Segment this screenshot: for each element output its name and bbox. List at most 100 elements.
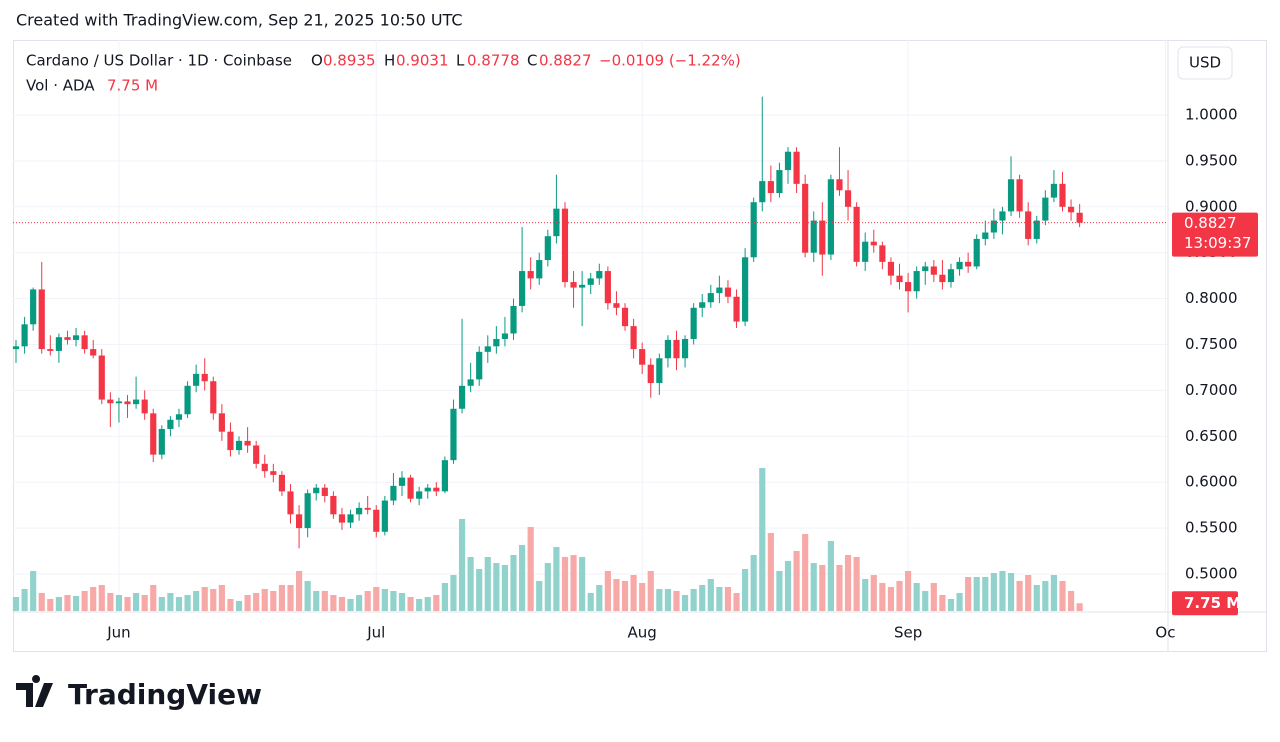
volume-bar (681, 595, 689, 611)
low-value: 0.8778 (467, 52, 520, 70)
candle-body (381, 500, 388, 532)
volume-bar (441, 583, 448, 611)
volume-bar (12, 597, 20, 611)
open-value: 0.8935 (323, 52, 376, 70)
x-tick-label: Oc (1155, 624, 1175, 642)
volume-bar (81, 591, 88, 611)
volume-bar (1042, 581, 1049, 611)
volume-bar (381, 589, 388, 611)
candle-body (244, 440, 251, 446)
volume-bar (827, 541, 834, 611)
volume-bar (338, 597, 346, 611)
currency-button[interactable] (1177, 46, 1233, 80)
volume-bar (330, 595, 337, 611)
candle-body (424, 487, 431, 492)
candle-body (124, 401, 131, 405)
candle-body (913, 271, 920, 292)
y-tick-label: 0.5000 (1185, 564, 1238, 582)
volume-bar (579, 557, 586, 611)
candle-body (1007, 179, 1015, 212)
volume-bar (313, 591, 320, 611)
candle-body (784, 151, 792, 171)
candle-body (990, 220, 997, 233)
volume-bar (853, 557, 860, 611)
candle-body (235, 440, 243, 451)
volume-bar (450, 575, 457, 611)
volume-bar (887, 587, 895, 611)
candle-body (184, 385, 191, 415)
volume-bar (115, 595, 123, 611)
currency[interactable]: USD (1189, 54, 1221, 72)
ohlc-letter: C (527, 52, 537, 70)
volume-bar (947, 599, 955, 611)
candle-body (853, 206, 860, 262)
volume-bar (107, 593, 114, 611)
candle-body (90, 349, 97, 356)
volume-bar (536, 581, 543, 611)
volume-bar (673, 591, 680, 611)
candle-body (630, 326, 637, 350)
candle-body (330, 495, 337, 515)
volume-bar (1033, 585, 1040, 611)
volume-bar (493, 563, 500, 611)
volume-title: Vol · ADA (26, 77, 95, 95)
volume-bar (235, 601, 243, 611)
x-tick-label: Jun (106, 624, 130, 642)
volume-bar (776, 571, 783, 611)
volume-bar (510, 555, 517, 611)
volume-bar (836, 565, 843, 611)
candle-body (1025, 211, 1032, 239)
logo: TradingView (16, 675, 262, 711)
candle-body (827, 179, 834, 255)
logo-mark (16, 675, 53, 707)
candle-body (699, 302, 706, 308)
legend: Cardano / US Dollar · 1D · Coinbase O 0.… (26, 52, 741, 95)
y-tick-label: 0.8000 (1185, 289, 1238, 307)
chart-frame (13, 40, 1267, 652)
volume-bar (956, 593, 963, 611)
grid (13, 40, 1168, 612)
volume-bar (544, 563, 551, 611)
candle-body (261, 463, 268, 472)
candle-body (690, 307, 697, 339)
candle-body (398, 477, 406, 486)
volume-bar (604, 571, 611, 611)
volume-bar (587, 593, 594, 611)
close-value: 0.8827 (539, 52, 592, 70)
ohlc-letter: H (384, 52, 395, 70)
candle-body (819, 220, 826, 255)
candle-body (905, 282, 912, 292)
candle-body (844, 190, 852, 207)
candle-body (724, 287, 732, 297)
volume-bar (990, 573, 997, 611)
ohlc-letter: O (311, 52, 323, 70)
candle-body (304, 493, 311, 529)
credit: Created with TradingView.com, Sep 21, 20… (16, 11, 463, 30)
volume-tag (1172, 591, 1238, 616)
volume-bar (519, 545, 526, 611)
candle-body (836, 179, 843, 191)
volume-bar (905, 571, 912, 611)
candle-body (295, 514, 303, 529)
candle-body (776, 170, 783, 194)
y-tick-label: 0.6500 (1185, 427, 1238, 445)
candle-body (373, 509, 380, 532)
volume-bar (724, 587, 732, 611)
volume-bar (759, 468, 766, 611)
candle-body (862, 241, 869, 262)
candle-body (947, 269, 955, 283)
volume-bar (621, 581, 629, 611)
volume-bar (407, 597, 414, 611)
volume-bar (64, 595, 71, 611)
volume-bar (793, 551, 800, 611)
volume-bar (750, 555, 757, 611)
candle-body (1016, 179, 1023, 212)
volume-bar (416, 599, 423, 611)
candle-body (493, 338, 500, 347)
volume-bar (458, 519, 466, 611)
candle-body (38, 289, 45, 350)
volume-bar (424, 597, 431, 611)
candle-body (433, 487, 440, 492)
volume-bar (596, 585, 603, 611)
candle-body (141, 399, 148, 414)
